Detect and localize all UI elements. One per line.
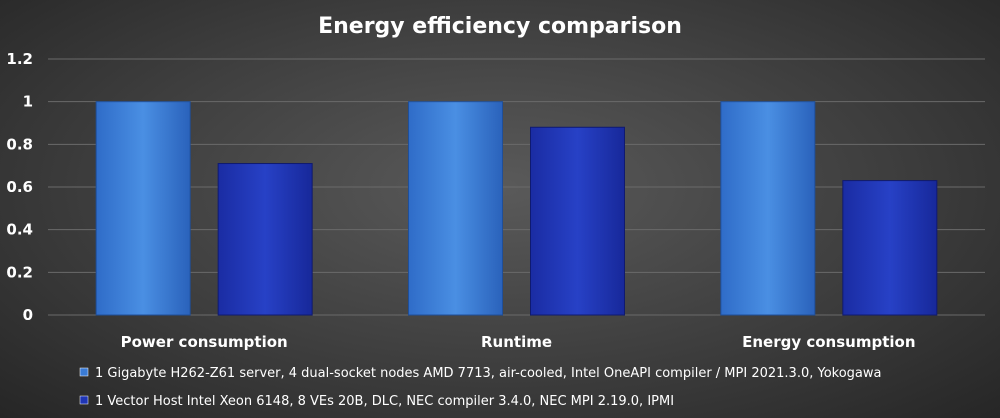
y-tick-label: 0.6 [6, 178, 33, 196]
bar-series-1 [95, 101, 191, 316]
legend: 1 Gigabyte H262-Z61 server, 4 dual-socke… [79, 366, 882, 409]
x-tick-label: Power consumption [121, 333, 288, 351]
bars [95, 101, 938, 316]
y-axis-ticks: 0 0.2 0.4 0.6 0.8 1 1.2 [6, 50, 33, 324]
legend-swatch [79, 367, 89, 377]
x-axis-ticks: Power consumption Runtime Energy consumpti… [121, 333, 916, 351]
x-tick-label: Energy consumption [742, 333, 915, 351]
y-tick-label: 0.2 [6, 263, 33, 281]
bar-series-2 [530, 126, 625, 316]
x-tick-label: Runtime [481, 333, 552, 351]
bar-series-2 [842, 180, 938, 316]
gridlines [48, 58, 985, 316]
bar-series-1 [408, 101, 503, 316]
chart-title: Energy efficiency comparison [318, 14, 682, 39]
y-tick-label: 1.2 [6, 50, 33, 68]
legend-label: 1 Vector Host Intel Xeon 6148, 8 VEs 20B… [95, 394, 674, 409]
y-tick-label: 1 [23, 93, 33, 111]
bar-series-1 [720, 101, 816, 316]
y-tick-label: 0.8 [6, 135, 33, 153]
y-tick-label: 0.4 [6, 221, 33, 239]
bar-series-2 [217, 163, 313, 316]
legend-label: 1 Gigabyte H262-Z61 server, 4 dual-socke… [95, 366, 882, 381]
y-tick-label: 0 [23, 306, 33, 324]
legend-swatch [79, 395, 89, 405]
